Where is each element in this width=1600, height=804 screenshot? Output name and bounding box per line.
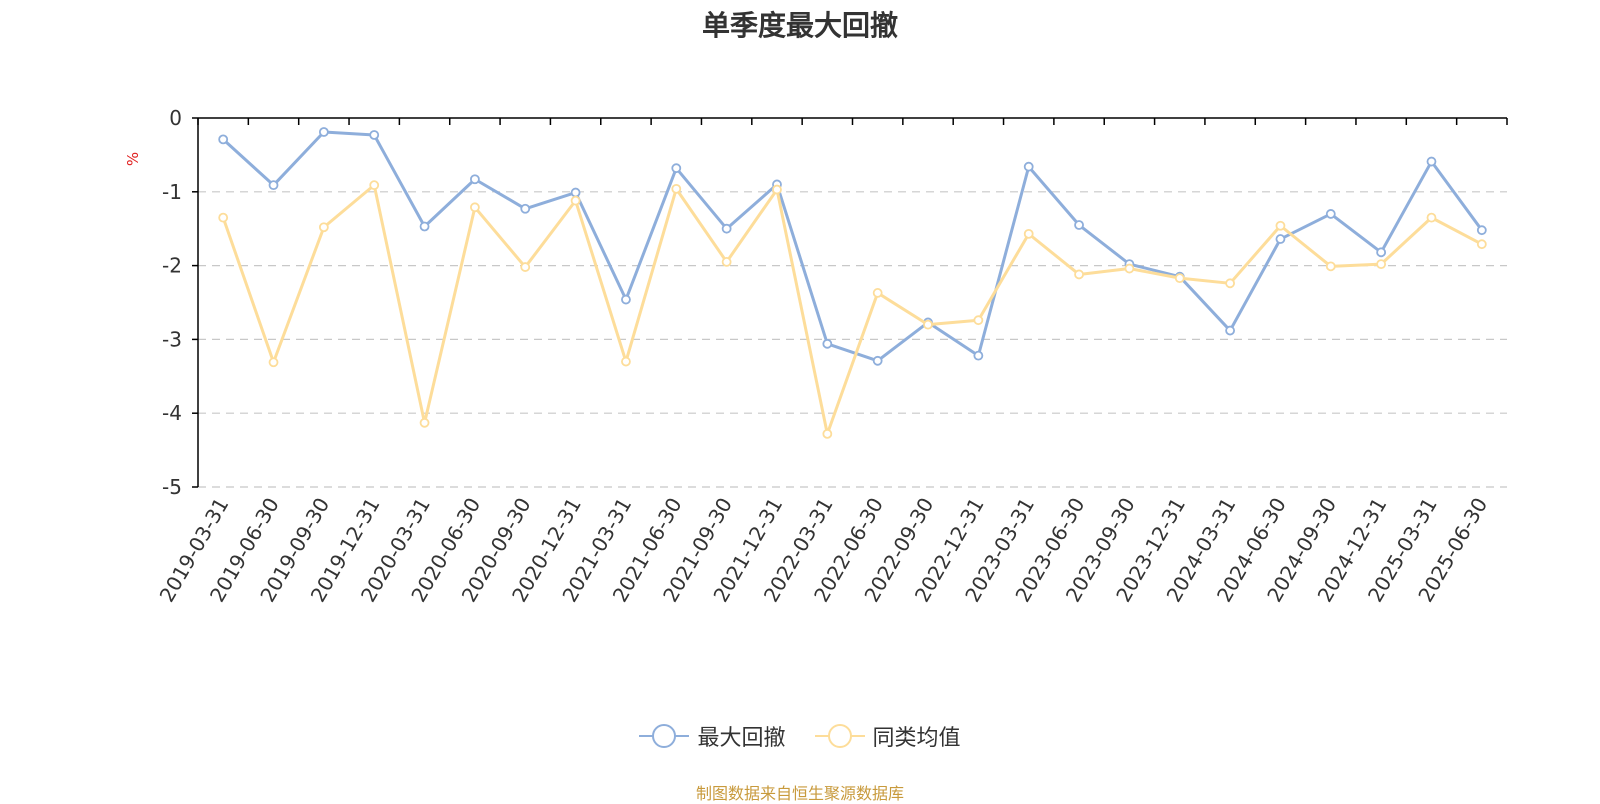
series-1-point (1225, 325, 1235, 336)
series-2-point (872, 288, 883, 298)
series-2-point (1074, 269, 1084, 280)
series-2-point (1426, 212, 1437, 223)
series-2-point (318, 222, 329, 233)
series-1-point (419, 221, 430, 232)
series-2-point (1023, 228, 1034, 239)
series-2-point (772, 184, 782, 195)
y-tick-label: -3 (162, 327, 182, 351)
series-2-point (721, 257, 732, 267)
series-1-point (1023, 161, 1034, 172)
legend-swatch-max-drawdown (639, 724, 690, 748)
legend-label-peer-average: 同类均值 (872, 726, 961, 751)
series-2-point (923, 319, 933, 330)
series-line-2 (221, 183, 1483, 436)
y-tick-label: -4 (162, 401, 182, 425)
series-1-point (671, 163, 682, 174)
series-1-point (1426, 156, 1437, 167)
series-1-point (1275, 234, 1286, 244)
series-2-point (570, 195, 581, 206)
series-1-point (520, 203, 531, 214)
series-1-point (1476, 225, 1487, 236)
chart-title: 单季度最大回撤 (701, 9, 898, 42)
series-2-point (218, 212, 229, 223)
legend: 最大回撤 同类均值 (0, 720, 1600, 752)
series-1-point (872, 355, 883, 366)
series-line-1 (222, 130, 1484, 363)
series-2-point (470, 202, 480, 213)
series-2-point (369, 180, 380, 191)
series-2-point (520, 262, 531, 272)
y-tick-label: 0 (169, 106, 182, 130)
y-tick-label: -5 (162, 475, 182, 499)
series-1-point (318, 127, 329, 137)
y-tick-label: -2 (162, 254, 182, 278)
series-2-point (1225, 278, 1235, 289)
series-1-point (1074, 220, 1084, 230)
series-2-point (822, 428, 833, 439)
series-2-point (419, 417, 430, 428)
series-2-point (1174, 273, 1185, 284)
series-2-point (973, 315, 984, 326)
axes (192, 117, 1508, 488)
series-2-point (671, 183, 682, 194)
series-2-point (1275, 220, 1286, 231)
tick-labels: 0-1-2-3-4-52019-03-312019-06-302019-09-3… (155, 106, 1493, 606)
legend-swatch-peer-average (814, 724, 865, 748)
series-1-point (721, 223, 732, 234)
series-lines (218, 127, 1487, 439)
series-1-point (621, 294, 631, 305)
series-2-point (268, 357, 279, 368)
legend-item-peer-average[interactable]: 同类均值 (814, 720, 961, 752)
series-2-point (1124, 263, 1135, 274)
series-1-point (822, 338, 833, 349)
series-1-point (268, 180, 279, 191)
data-source-note: 制图数据来自恒生聚源数据库 (695, 784, 904, 803)
series-1-point (369, 130, 380, 140)
series-2-point (1325, 261, 1336, 272)
series-1-point (470, 174, 480, 185)
series-2-point (1376, 259, 1387, 270)
series-1-point (1376, 247, 1387, 258)
legend-item-max-drawdown[interactable]: 最大回撤 (639, 720, 785, 752)
legend-label-max-drawdown: 最大回撤 (697, 726, 786, 751)
series-1-point (570, 187, 581, 198)
series-1-point (973, 350, 984, 361)
series-2-point (1476, 239, 1487, 250)
series-2-point (621, 356, 631, 367)
series-1-point (218, 134, 229, 145)
grid-lines (198, 191, 1507, 488)
series-1-point (1325, 209, 1336, 219)
y-tick-label: -1 (162, 180, 182, 204)
